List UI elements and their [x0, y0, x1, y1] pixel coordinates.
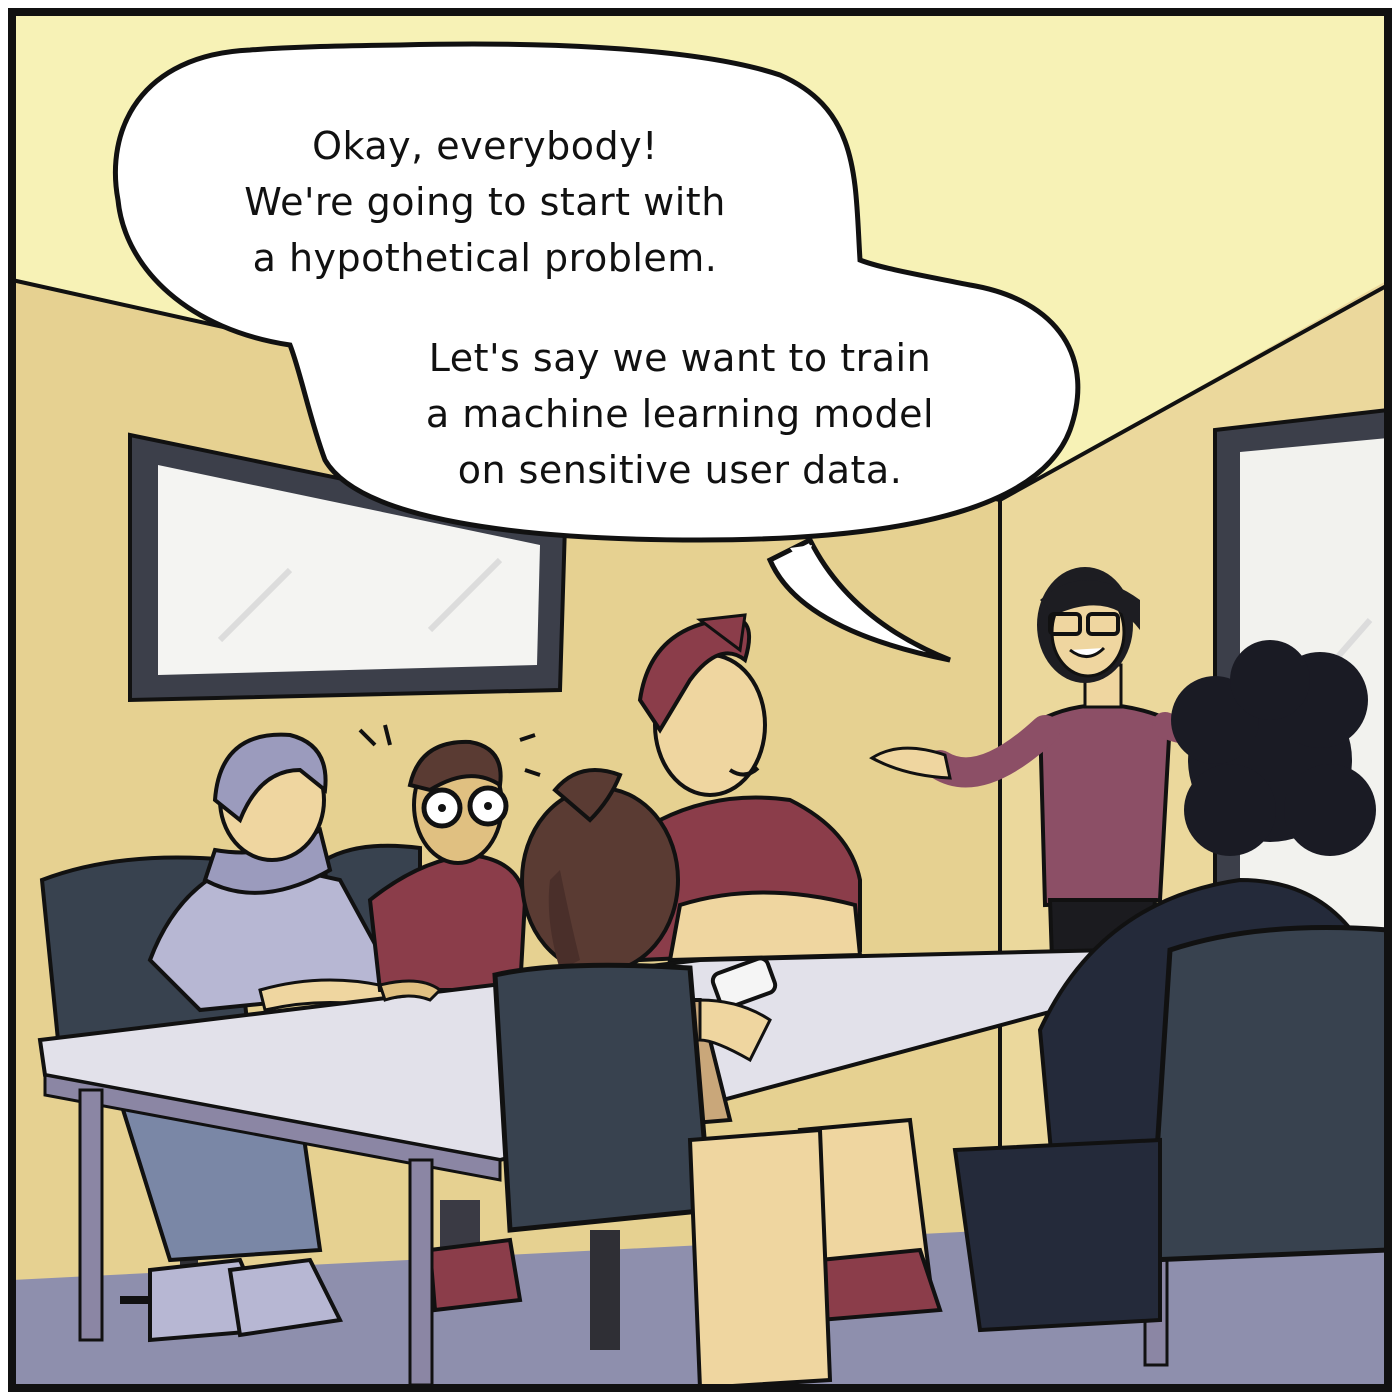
speech-text-line: on sensitive user data. [457, 448, 903, 492]
speech-text-line: We're going to start with [244, 180, 726, 224]
speech-paragraph-2: Let's say we want to train a machine lea… [330, 330, 1030, 498]
folded-hands [378, 979, 443, 1002]
chair-front-center [492, 962, 713, 1350]
speech-bubble [112, 41, 1081, 663]
seated-person-redhead [637, 613, 943, 1323]
speech-text-line: Okay, everybody! [312, 124, 658, 168]
seated-person-glasses [358, 724, 541, 1313]
chair-front-right [952, 925, 1391, 1333]
speech-text-line: Let's say we want to train [428, 336, 932, 380]
seated-person-scarf [117, 732, 404, 1343]
panel-border [8, 8, 1392, 1392]
speech-text-line: a hypothetical problem. [252, 236, 718, 280]
speech-paragraph-1: Okay, everybody! We're going to start wi… [160, 118, 810, 286]
ceiling-edge-right [999, 283, 1389, 502]
ponytail-person-legs [687, 1127, 833, 1391]
speech-text-line: a machine learning model [425, 392, 935, 436]
